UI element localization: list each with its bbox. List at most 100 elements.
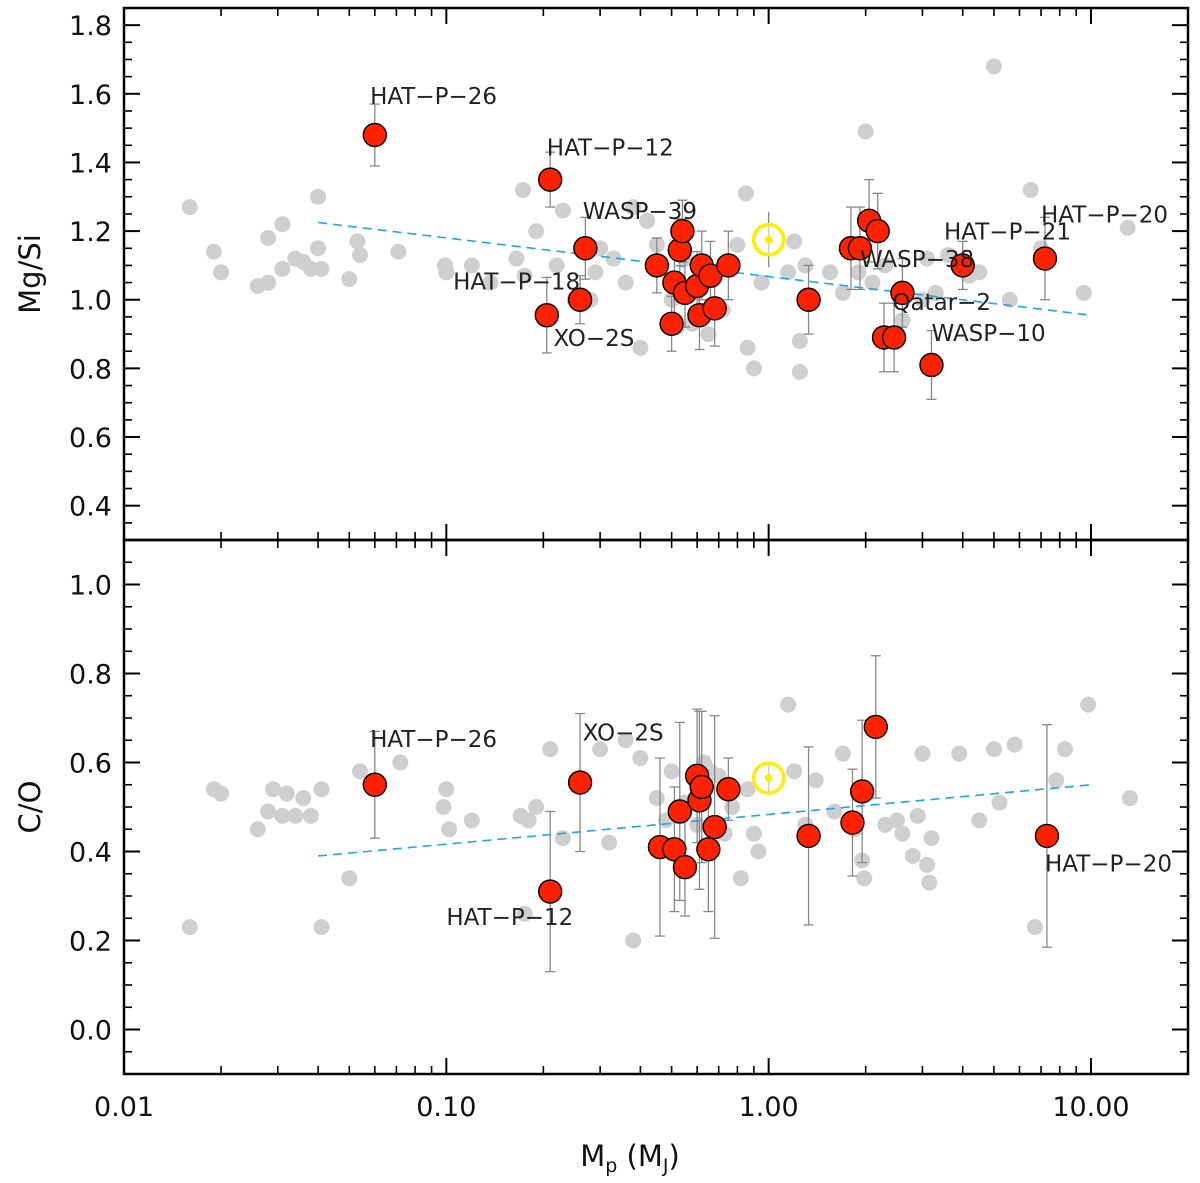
co-background-point [313, 781, 330, 798]
co-background-point [287, 807, 304, 824]
mgsi-background-point [260, 274, 277, 291]
co-background-point [739, 781, 756, 798]
mgsi-background-point [352, 247, 369, 264]
co-trend-line [317, 783, 1092, 857]
co-background-point [780, 696, 797, 713]
co-background-point [894, 825, 911, 842]
mgsi-trend-line [317, 221, 1092, 316]
co-background-point [601, 834, 618, 851]
co-background-point [554, 830, 571, 847]
co-annotation: XO−2S [583, 720, 664, 746]
co-background-point [632, 750, 649, 767]
mgsi-background-point [700, 326, 717, 343]
co-background-point [341, 870, 358, 887]
mgsi-planet-point [537, 167, 563, 192]
co-y-tick-label: 0.0 [69, 1016, 112, 1047]
mgsi-sun-dot [764, 235, 773, 244]
co-background-point [663, 763, 680, 780]
mgsi-y-tick-label: 1.6 [69, 80, 112, 111]
mgsi-background-point [341, 271, 358, 288]
mgsi-y-tick-label: 0.4 [69, 492, 112, 523]
mgsi-background-point [857, 123, 874, 140]
mgsi-background-point [205, 243, 222, 260]
mgsi-planet-point [950, 253, 975, 278]
x-tick-label: 1.00 [739, 1092, 799, 1123]
co-background-point [834, 745, 851, 762]
co-background-point [302, 807, 319, 824]
mgsi-background-point [1075, 284, 1092, 301]
co-planet-point [696, 837, 721, 862]
mgsi-background-point [310, 240, 327, 257]
x-axis-unit-main: M [638, 1139, 663, 1173]
mgsi-background-point [260, 229, 277, 246]
co-background-point [278, 785, 295, 802]
mgsi-background-point [632, 339, 649, 356]
mgsi-y-tick-label: 0.8 [69, 354, 112, 385]
co-background-point [919, 856, 936, 873]
co-background-point [352, 763, 369, 780]
co-planet-point [840, 810, 865, 835]
co-background-point [991, 794, 1008, 811]
mgsi-background-point [985, 58, 1002, 75]
co-background-point [441, 821, 458, 838]
mgsi-background-point [753, 274, 770, 291]
co-planet-point [667, 799, 692, 824]
mgsi-background-point [349, 233, 366, 250]
mgsi-background-point [821, 264, 838, 281]
co-background-point [909, 807, 926, 824]
co-background-point [1048, 772, 1065, 789]
co-y-tick-label: 0.2 [69, 927, 112, 958]
mgsi-background-point [739, 339, 756, 356]
co-background-point [1006, 736, 1023, 753]
mgsi-solar-reference [751, 212, 786, 268]
co-background-point [249, 821, 266, 838]
mgsi-planet-point [919, 352, 944, 378]
co-background-point [786, 763, 803, 780]
mgsi-y-tick-label: 1.4 [69, 148, 112, 179]
mgsi-background-point [791, 363, 808, 380]
mgsi-annotation: HAT−P−21 [944, 220, 1071, 246]
co-background-point [921, 874, 938, 891]
co-annotation: HAT−P−12 [446, 905, 573, 931]
mgsi-axes: 0.4 0.6 0.8 1.0 1.2 1.4 1.6 1.8 [69, 6, 1190, 542]
mgsi-annotations: HAT−P−26 HAT−P−12 WASP−39 HAT−P−18 XO−2S WASP… [370, 84, 1168, 352]
co-plot-frame [122, 538, 1190, 1076]
mgsi-annotation: XO−2S [553, 326, 634, 352]
mgsi-background-point [914, 291, 931, 308]
co-background-point [1026, 919, 1043, 936]
mgsi-background-point [482, 274, 499, 291]
mgsi-background-point [971, 264, 988, 281]
co-background-point [807, 772, 824, 789]
x-tick-label: 0.10 [416, 1092, 476, 1123]
co-sun-dot [764, 774, 773, 783]
co-background-point [392, 754, 409, 771]
co-background-point [951, 745, 968, 762]
mgsi-background-point [834, 284, 851, 301]
co-background-point [438, 781, 455, 798]
co-background-point [724, 799, 741, 815]
mgsi-annotation: HAT−P−12 [547, 136, 674, 162]
mgsi-background-point [310, 188, 327, 205]
mgsi-background-point [625, 199, 642, 216]
co-background-point [904, 847, 921, 864]
co-planet-points [362, 714, 1060, 904]
mgsi-planet-point [534, 302, 560, 328]
mgsi-background-point [745, 360, 762, 377]
mgsi-y-tick-label: 1.0 [69, 286, 112, 317]
mgsi-y-tick-label: 0.6 [69, 423, 112, 454]
co-background-point [648, 790, 665, 807]
co-y-tick-label: 0.4 [69, 838, 112, 869]
mgsi-annotation: HAT−P−18 [453, 269, 580, 295]
mgsi-annotation: HAT−P−20 [1041, 203, 1168, 229]
co-background-point [985, 741, 1002, 758]
co-background-point [274, 807, 291, 824]
x-tick-label: 10.00 [1052, 1092, 1129, 1123]
co-y-tick-label: 0.6 [69, 749, 112, 780]
mgsi-planet-point [796, 287, 821, 312]
co-background-point [617, 732, 634, 749]
mgsi-background-point [587, 264, 604, 281]
mgsi-annotation: Qatar−2 [892, 290, 991, 316]
co-planet-point [796, 823, 821, 849]
